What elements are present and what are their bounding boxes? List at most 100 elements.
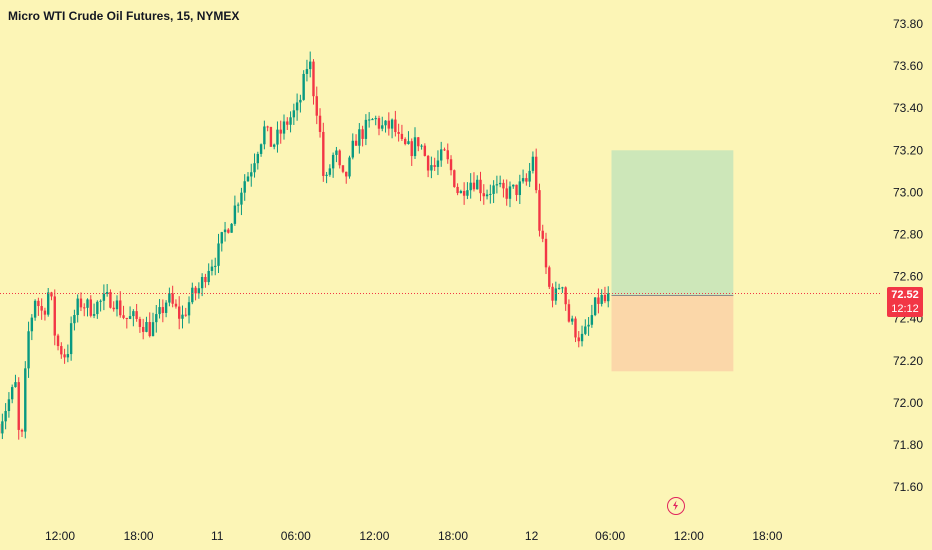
candle-body — [40, 306, 43, 311]
candle-body — [318, 115, 322, 132]
candle-body — [548, 267, 551, 287]
candle-body — [364, 119, 368, 139]
candle-body — [482, 193, 485, 197]
candle-body — [459, 191, 463, 194]
candle-body — [387, 120, 391, 129]
candle-body — [112, 307, 115, 310]
candle-body — [479, 179, 482, 194]
candle — [181, 305, 184, 329]
candle-body — [571, 318, 574, 322]
candle — [161, 299, 165, 323]
candle-body — [164, 302, 168, 313]
candle — [446, 143, 449, 164]
candles — [0, 51, 610, 440]
candle-body — [83, 307, 86, 309]
chart-title: Micro WTI Crude Oil Futures, 15, NYMEX — [8, 9, 240, 23]
last-price-value: 72.52 — [891, 289, 919, 301]
candle — [263, 120, 266, 150]
candle — [590, 304, 594, 328]
candle — [286, 117, 289, 130]
candle — [417, 136, 420, 152]
candle-body — [128, 316, 132, 319]
candle — [436, 150, 440, 176]
candle — [259, 143, 263, 157]
candle-body — [109, 292, 112, 308]
candle — [282, 114, 286, 140]
candle-body — [279, 129, 282, 134]
candle-body — [472, 182, 476, 190]
candle-body — [50, 292, 53, 297]
candle — [367, 112, 371, 128]
candle — [466, 182, 469, 200]
candle-body — [263, 126, 266, 145]
candle — [489, 184, 492, 204]
candle-body — [56, 335, 60, 347]
candle — [351, 133, 354, 160]
candle-body — [331, 154, 335, 169]
candle-body — [371, 119, 374, 121]
price-axis[interactable]: 73.8073.6073.4073.2073.0072.8072.6072.40… — [893, 17, 923, 494]
candle-body — [194, 287, 197, 294]
loss-zone[interactable] — [611, 295, 734, 372]
candle-body — [410, 141, 413, 157]
candle — [538, 183, 541, 237]
candle-body — [171, 293, 174, 304]
candle-body — [485, 194, 489, 197]
y-tick-label: 73.00 — [893, 185, 923, 199]
candle — [508, 181, 512, 208]
candle — [525, 173, 528, 186]
candle — [574, 316, 577, 343]
candle — [433, 157, 436, 172]
candle-body — [227, 229, 230, 233]
candle-body — [1, 421, 4, 434]
candle-body — [246, 176, 250, 182]
candle-body — [151, 322, 155, 337]
candle-body — [374, 118, 377, 120]
profit-zone[interactable] — [611, 150, 734, 296]
candle-body — [282, 121, 286, 134]
candle — [544, 232, 548, 275]
candle — [580, 325, 584, 347]
candle — [24, 361, 27, 439]
candle-body — [498, 182, 502, 185]
candle-body — [256, 153, 260, 164]
candle — [571, 315, 574, 325]
candle-body — [60, 346, 63, 355]
candle-body — [191, 287, 194, 303]
candle-body — [27, 331, 30, 369]
candle — [502, 179, 505, 198]
candle-body — [430, 165, 433, 171]
candle — [210, 259, 214, 276]
candle — [20, 428, 24, 437]
candle — [266, 125, 269, 132]
candle — [63, 348, 66, 364]
candle-body — [30, 317, 34, 332]
candle — [515, 184, 518, 202]
candle-body — [341, 165, 345, 172]
flash-icon[interactable] — [667, 497, 685, 515]
candle-body — [233, 205, 237, 224]
candle-body — [528, 170, 531, 182]
candle — [295, 93, 299, 121]
candle — [105, 284, 109, 297]
x-tick-label: 06:00 — [281, 529, 311, 543]
candle — [305, 59, 309, 82]
candle-body — [502, 182, 505, 189]
candle — [56, 333, 60, 351]
candle-body — [577, 337, 580, 342]
time-axis[interactable]: 12:00 18:00 11 06:00 12:00 18:00 12 06:00 12:00 1… — [45, 529, 783, 543]
candle-body — [361, 129, 364, 139]
candle-body — [200, 276, 204, 289]
candle — [472, 172, 476, 192]
candle-body — [564, 287, 567, 305]
candle — [521, 169, 525, 184]
candle-body — [413, 137, 417, 157]
candle — [348, 155, 351, 179]
candle-body — [223, 229, 227, 233]
candle — [462, 182, 466, 205]
x-tick-label: 12:00 — [45, 529, 75, 543]
candle-body — [420, 145, 423, 147]
candle — [567, 299, 571, 323]
candle-body — [253, 163, 256, 173]
